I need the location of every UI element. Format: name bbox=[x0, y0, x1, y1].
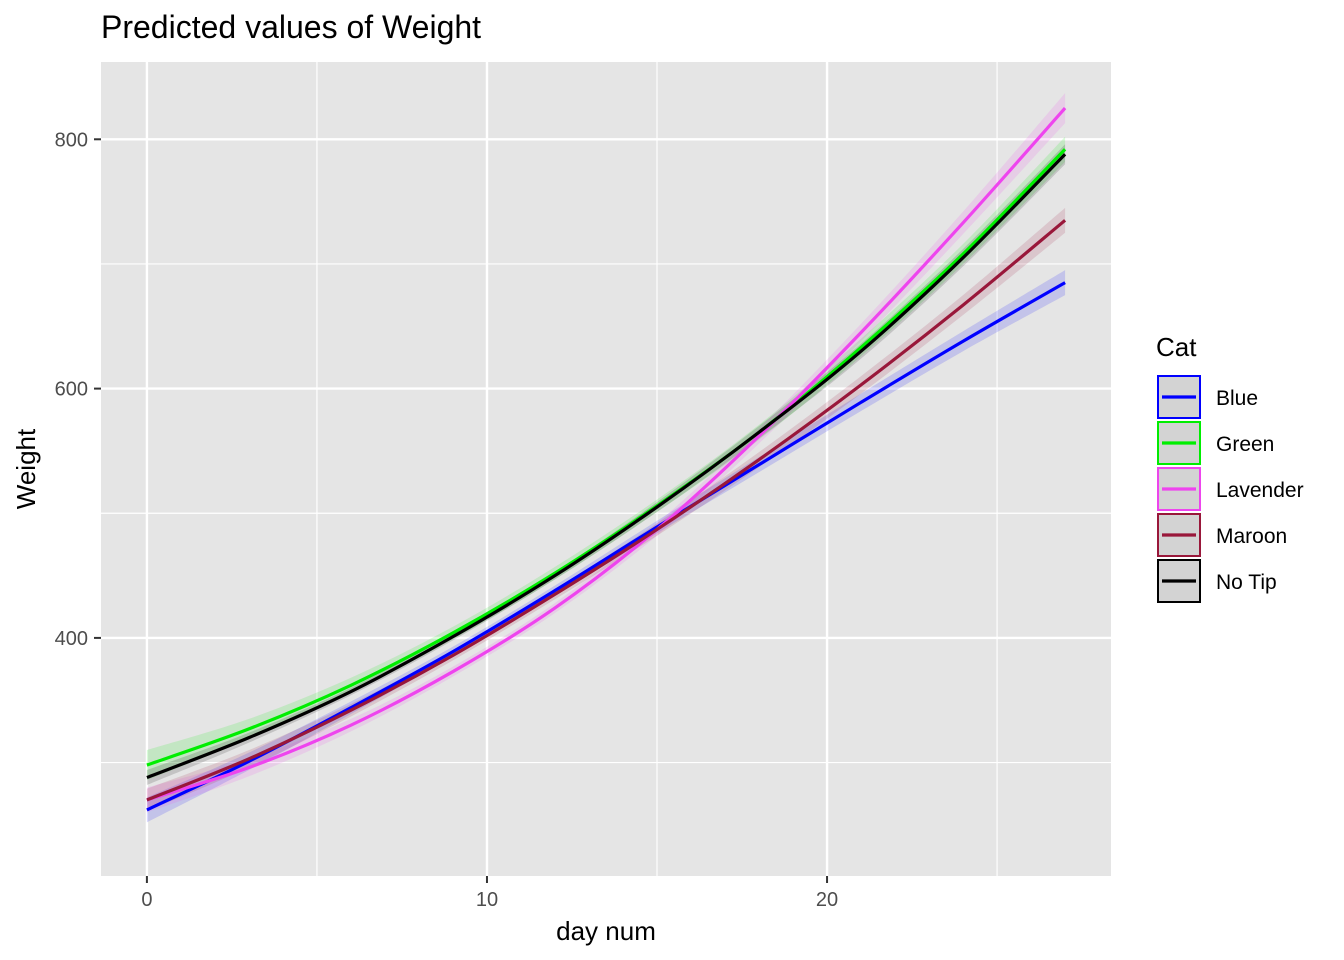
y-tick-label: 400 bbox=[55, 628, 88, 650]
line-maroon bbox=[146, 219, 1067, 802]
y-tick-label: 800 bbox=[55, 129, 88, 151]
legend-title: Cat bbox=[1156, 332, 1197, 362]
axes: 0 10 20 400 600 800 bbox=[55, 129, 839, 911]
legend-item-no-tip: No Tip bbox=[1157, 559, 1277, 603]
x-tick-label: 10 bbox=[476, 889, 498, 911]
legend-item-maroon: Maroon bbox=[1157, 513, 1287, 557]
legend-item-lavender: Lavender bbox=[1157, 467, 1304, 511]
plot-panel bbox=[101, 62, 1111, 876]
major-gridlines bbox=[101, 62, 1111, 876]
chart-title: Predicted values of Weight bbox=[101, 9, 481, 45]
legend-label-lavender: Lavender bbox=[1216, 479, 1304, 502]
series-lines bbox=[146, 107, 1067, 812]
x-axis-title: day num bbox=[556, 916, 656, 946]
minor-gridlines bbox=[101, 62, 1111, 876]
y-axis-title: Weight bbox=[11, 428, 41, 509]
line-lavender bbox=[146, 107, 1067, 802]
legend-label-green: Green bbox=[1216, 433, 1274, 456]
y-tick-label: 600 bbox=[55, 379, 88, 401]
legend: Blue Green Lavender Maroon No Tip bbox=[1157, 375, 1304, 603]
legend-label-no-tip: No Tip bbox=[1216, 571, 1277, 594]
legend-label-blue: Blue bbox=[1216, 387, 1258, 410]
legend-label-maroon: Maroon bbox=[1216, 525, 1287, 548]
legend-item-green: Green bbox=[1157, 421, 1274, 465]
x-tick-label: 20 bbox=[816, 889, 838, 911]
legend-item-blue: Blue bbox=[1157, 375, 1258, 419]
x-tick-label: 0 bbox=[141, 889, 152, 911]
line-no-tip bbox=[146, 153, 1067, 780]
